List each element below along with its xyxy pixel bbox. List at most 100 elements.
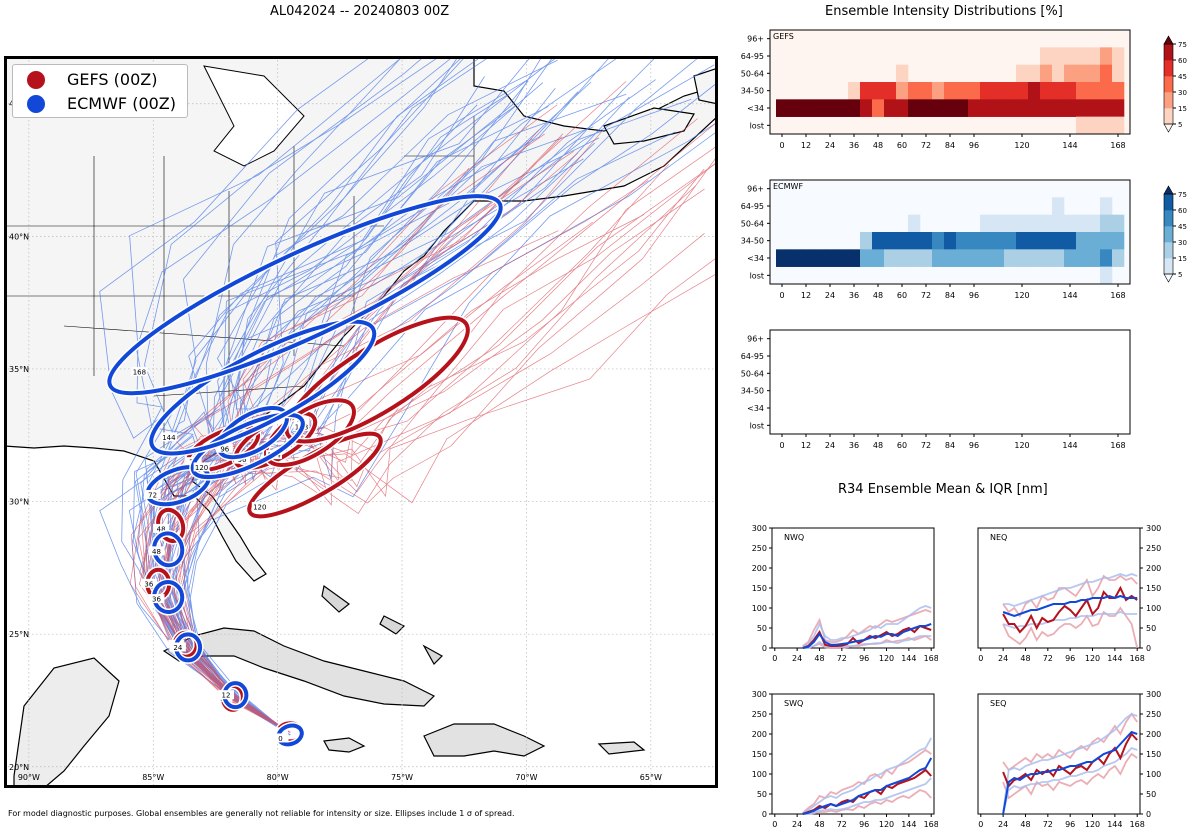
- plot-frame: [977, 693, 1141, 815]
- heatmap-cell: [896, 249, 909, 267]
- x-tick-label: 36: [849, 441, 859, 450]
- land-cuba: [162, 627, 436, 707]
- lon-label: 85°W: [142, 773, 164, 782]
- colorbar-frame: [1163, 193, 1174, 275]
- spread-ellipse-ecmwf: 48: [148, 529, 186, 569]
- y-tick-label: 100: [1146, 604, 1161, 613]
- heatmap-cell: [1112, 214, 1125, 233]
- heatmap-cell: [848, 82, 861, 100]
- colorbar-arrow-bottom: [1163, 123, 1174, 133]
- x-tick-label: 72: [1043, 654, 1053, 663]
- heatmap-cell: [956, 232, 969, 250]
- heatmap-cell: [1112, 116, 1125, 135]
- heatmap-cell: [1052, 99, 1065, 117]
- heatmap-cell: [848, 99, 861, 117]
- x-tick-label: 96: [1065, 654, 1075, 663]
- heatmap-cell: [1112, 232, 1125, 250]
- y-tick-label: 50-64: [741, 219, 764, 228]
- spread-ellipse-ecmwf: 144: [147, 318, 378, 457]
- heatmap-cell: [1112, 64, 1125, 83]
- lon-label: 65°W: [640, 773, 662, 782]
- x-tick-label: 24: [998, 654, 1008, 663]
- heatmap-cell: [1076, 99, 1089, 117]
- heatmap-cell: [1076, 82, 1089, 100]
- heatmap-cell: [992, 99, 1005, 117]
- y-tick-label: 150: [1146, 750, 1161, 759]
- colorbar-tick-label: 15: [1178, 105, 1187, 113]
- r34-nwq-chart: 0 50 100 150 200 250 300 0 24 48 72 96 120 144 168 NWQ: [752, 524, 938, 663]
- heatmap-cell: [1112, 249, 1125, 267]
- x-tick-label: 12: [801, 141, 811, 150]
- heatmap-cell: [788, 249, 801, 267]
- heatmap-cell: [848, 249, 861, 267]
- heatmap-cell: [1040, 99, 1053, 117]
- colorbar-tick-label: 60: [1178, 207, 1187, 215]
- plot-frame: [771, 693, 935, 815]
- heatmap-cell: [968, 82, 981, 100]
- heatmap-cell: [1016, 249, 1029, 267]
- x-tick-label: 48: [873, 441, 883, 450]
- x-tick-label: 120: [1014, 141, 1029, 150]
- legend-item-gefs: GEFS (00Z): [13, 68, 187, 92]
- series-ecmwf-q3: [802, 605, 932, 647]
- colorbar-frame: [1163, 43, 1174, 125]
- land-puertorico: [597, 741, 646, 755]
- r34-seq-chart: 0 50 100 150 200 250 300 0 24 48 72 96 120 144 168 SEQ: [977, 690, 1161, 829]
- x-tick-label: 120: [1085, 654, 1100, 663]
- colorbar-arrow-top: [1163, 35, 1174, 45]
- footer-note: For model diagnostic purposes. Global en…: [8, 809, 515, 818]
- x-tick-label: 72: [837, 654, 847, 663]
- heatmap-cell: [1004, 82, 1017, 100]
- series-ecmwf-mean: [1002, 730, 1138, 815]
- y-tick-label: 300: [752, 690, 767, 699]
- heatmap-cell: [1016, 99, 1029, 117]
- y-tick-label: 96+: [747, 335, 764, 344]
- y-tick-label: 0: [1146, 644, 1151, 653]
- heatmap-cell: [1040, 214, 1053, 233]
- empty-intensity-heatmap: 96+ 64-95 50-64 34-50 <34 lost 0 12 24 36 48 60 72 84…: [741, 329, 1131, 450]
- heatmap-cell: [944, 99, 957, 117]
- y-tick-label: lost: [750, 271, 764, 280]
- x-tick-label: 24: [792, 654, 802, 663]
- heatmap-cell: [1064, 99, 1077, 117]
- forecast-hour-label: 120: [253, 503, 266, 511]
- x-tick-label: 12: [801, 441, 811, 450]
- series-gefs-mean: [1002, 732, 1138, 788]
- heatmap-cell: [920, 249, 933, 267]
- heatmap-cell: [1016, 64, 1029, 83]
- series-ecmwf-q1: [1002, 746, 1138, 815]
- x-tick-label: 84: [945, 141, 955, 150]
- x-tick-label: 120: [1014, 441, 1029, 450]
- ecmwf-marker-icon: [27, 95, 45, 113]
- series-ecmwf-mean: [1002, 594, 1138, 618]
- series-ecmwf-mean: [802, 623, 932, 649]
- heatmap-cell: [1052, 232, 1065, 250]
- y-tick-label: 200: [1146, 564, 1161, 573]
- heatmap-cell: [1112, 47, 1125, 65]
- colorbar-segment: [1164, 194, 1173, 211]
- heatmap-cell: [1100, 197, 1113, 215]
- gefs-intensity-heatmap: 96+ 64-95 50-64 34-50 <34 lost 0 12 24 36 48 60 72 84…: [741, 29, 1131, 150]
- x-tick-label: 168: [1130, 820, 1145, 829]
- heatmap-cell: [980, 232, 993, 250]
- heatmap-cell: [1052, 47, 1065, 65]
- y-tick-label: <34: [747, 104, 764, 113]
- map-frame: [4, 56, 718, 788]
- forecast-hour-label: 12: [222, 692, 231, 700]
- heatmap-cell: [896, 99, 909, 117]
- y-tick-label: 150: [752, 584, 767, 593]
- heatmap-cell: [1004, 214, 1017, 233]
- colorbar-segment: [1164, 226, 1173, 243]
- y-tick-label: <34: [747, 254, 764, 263]
- heatmap-cell: [884, 232, 897, 250]
- y-tick-label: 150: [1146, 584, 1161, 593]
- x-tick-label: 60: [897, 291, 907, 300]
- heatmap-cell: [860, 99, 873, 117]
- legend-label-ecmwf: ECMWF (00Z): [67, 94, 176, 113]
- intensity-title: Ensemble Intensity Distributions [%]: [825, 4, 1063, 19]
- track-map: 0122436487296120144168012243648729612014…: [3, 0, 820, 789]
- quadrant-label: NWQ: [784, 533, 804, 542]
- colorbar-segment: [1164, 60, 1173, 77]
- lat-label: 20°N: [9, 763, 29, 772]
- heatmap-cell: [1088, 214, 1101, 233]
